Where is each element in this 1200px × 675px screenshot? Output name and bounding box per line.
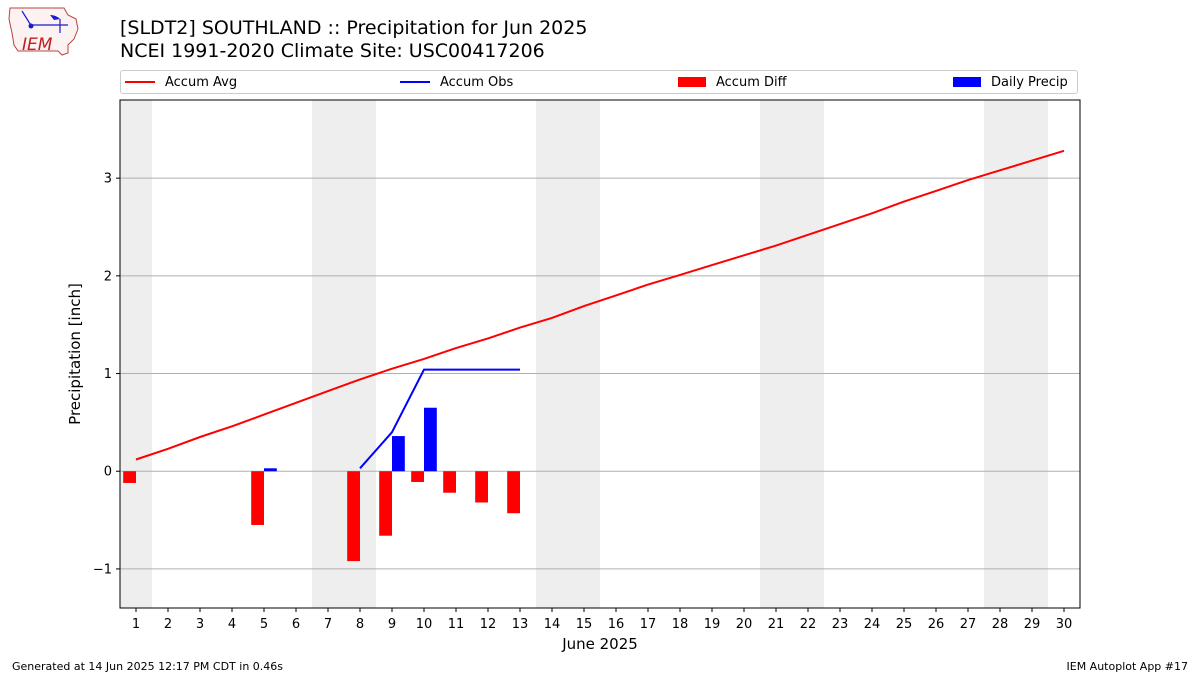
x-tick-label: 16 [608,617,625,632]
accum-obs-line [359,368,520,469]
accum-diff-bar [411,471,424,482]
weekend-shade-4 [760,100,824,608]
weekend-shade-2 [312,100,376,608]
x-tick-label: 28 [992,617,1009,632]
legend-item-daily-precip: Daily Precip [953,71,1068,93]
x-tick-label: 18 [672,617,689,632]
chart-title: [SLDT2] SOUTHLAND :: Precipitation for J… [120,17,588,39]
x-tick-label: 8 [356,617,364,632]
x-tick-label: 27 [960,617,977,632]
legend-label-daily-precip: Daily Precip [991,74,1068,90]
legend-item-accum-avg: Accum Avg [125,71,237,93]
plot-frame [119,99,1081,609]
x-tick-label: 19 [704,617,721,632]
x-tick-label: 23 [832,617,849,632]
x-tick-label: 25 [896,617,913,632]
accum-diff-bar [507,471,520,514]
chart-subtitle: NCEI 1991-2020 Climate Site: USC00417206 [120,40,545,62]
y-tick-label: 3 [104,172,112,187]
legend-label-accum-avg: Accum Avg [165,74,238,90]
accum-avg-line [135,149,1065,461]
x-tick-label: 30 [1056,617,1073,632]
legend-label-accum-obs: Accum Obs [440,74,514,90]
y-axis-label: Precipitation [inch] [66,283,84,425]
iem-logo: IEM [6,5,82,59]
logo-text: IEM [22,35,53,55]
x-tick-label: 12 [480,617,497,632]
x-tick-label: 4 [228,617,236,632]
x-tick-label: 17 [640,617,657,632]
x-tick-label: 24 [864,617,881,632]
x-tick-label: 2 [164,617,172,632]
accum-diff-bar [443,471,456,493]
daily-precip-bar [264,468,277,472]
accum-diff-bar [379,471,392,536]
weekend-shade-1 [120,100,152,608]
weekend-shade-5 [984,100,1048,608]
x-tick-label: 21 [768,617,785,632]
legend-swatch-daily-precip [953,77,981,87]
daily-precip-bar [424,407,437,472]
x-tick-label: 10 [416,617,433,632]
y-tick-label: 2 [104,269,112,284]
x-tick-label: 20 [736,617,753,632]
legend-label-accum-diff: Accum Diff [716,74,787,90]
accum-diff-bar [347,471,360,562]
legend-item-accum-diff: Accum Diff [678,71,787,93]
legend-swatch-accum-diff [678,77,706,87]
x-axis-label: June 2025 [561,635,638,653]
y-tick-label: 0 [104,465,112,480]
legend-swatch-accum-avg [125,81,155,83]
y-tick-label: 1 [104,367,112,382]
x-tick-label: 13 [512,617,529,632]
x-tick-label: 22 [800,617,817,632]
x-tick-label: 7 [324,617,332,632]
accum-diff-bar [251,471,264,525]
chart-legend: Accum Avg Accum Obs Accum Diff Daily Pre… [120,70,1078,94]
x-tick-label: 1 [132,617,140,632]
x-tick-label: 15 [576,617,593,632]
x-tick-label: 14 [544,617,561,632]
y-tick-label: −1 [93,562,112,577]
x-tick-label: 6 [292,617,300,632]
accum-diff-bar [123,471,136,483]
x-tick-label: 9 [388,617,396,632]
weekend-shade-3 [536,100,600,608]
x-tick-label: 11 [448,617,465,632]
x-tick-label: 26 [928,617,945,632]
x-tick-label: 3 [196,617,204,632]
x-tick-label: 5 [260,617,268,632]
x-tick-label: 29 [1024,617,1041,632]
generated-timestamp: Generated at 14 Jun 2025 12:17 PM CDT in… [12,660,284,673]
app-label: IEM Autoplot App #17 [1066,660,1189,673]
legend-swatch-accum-obs [400,81,430,83]
daily-precip-bar [392,436,405,472]
legend-item-accum-obs: Accum Obs [400,71,513,93]
accum-diff-bar [475,471,488,503]
